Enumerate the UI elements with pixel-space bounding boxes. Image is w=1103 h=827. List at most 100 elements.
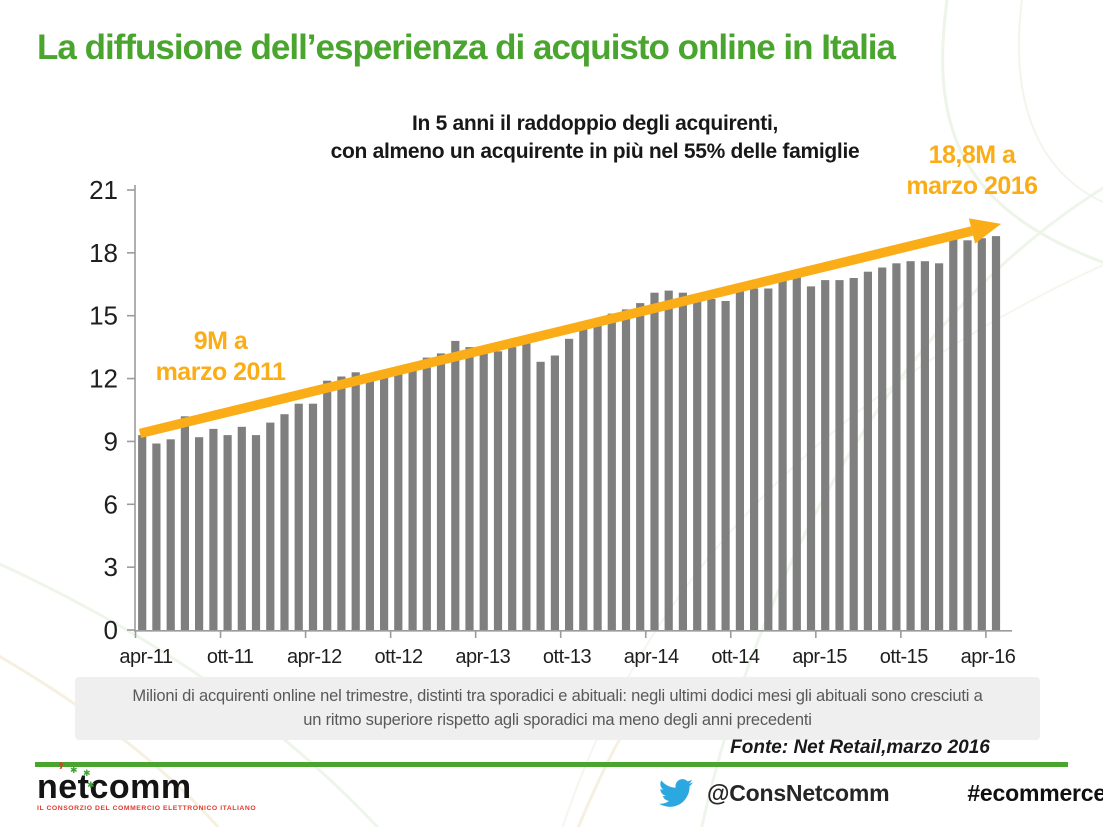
y-axis-tick-label: 18 <box>89 238 118 268</box>
x-axis-tick-label: ott-14 <box>711 646 760 668</box>
bar-set-12 <box>380 374 389 630</box>
x-axis-tick-label: apr-12 <box>287 646 342 668</box>
bar-giu-15 <box>849 278 858 630</box>
x-axis-tick-label: ott-15 <box>880 646 929 668</box>
bar-ott-14 <box>735 290 744 630</box>
source-note: Fonte: Net Retail,marzo 2016 <box>730 737 990 758</box>
logo-star-icon <box>87 780 95 791</box>
bar-nov-13 <box>579 328 588 630</box>
footer-divider-line <box>35 762 1068 767</box>
bar-gen-16 <box>949 238 958 630</box>
bar-nov-12 <box>408 370 417 630</box>
chart-caption-line1: Milioni di acquirenti online nel trimest… <box>132 687 983 705</box>
bar-gen-13 <box>436 353 446 630</box>
bar-giu-12 <box>337 376 346 630</box>
logo-star-icon <box>70 765 78 776</box>
bar-mar-15 <box>806 286 816 630</box>
netcomm-logo-tagline: IL CONSORZIO DEL COMMERCIO ELETTRONICO I… <box>37 805 257 812</box>
x-axis-tick-label: apr-16 <box>961 646 1016 668</box>
trend-arrow-shaft <box>138 226 974 439</box>
bar-feb-15 <box>792 275 801 630</box>
bar-dic-12 <box>422 357 431 630</box>
logo-accent-mark-icon <box>58 758 64 784</box>
bar-ago-11 <box>195 437 204 630</box>
bar-ago-12 <box>365 374 374 630</box>
x-axis-tick-label: apr-11 <box>119 646 173 668</box>
bar-ott-13 <box>565 338 574 630</box>
bar-ott-15 <box>906 261 915 630</box>
x-axis-tick-label: apr-13 <box>455 646 510 668</box>
bar-nov-14 <box>750 288 759 630</box>
bar-giu-11 <box>166 439 175 630</box>
twitter-icon <box>659 779 694 807</box>
bar-lug-13 <box>522 343 531 630</box>
bar-mag-13 <box>493 351 503 630</box>
y-axis-tick-label: 9 <box>104 426 118 456</box>
annotation-end-line1: 18,8M a <box>928 141 1016 169</box>
bar-lug-14 <box>693 299 702 630</box>
x-axis-tick-label: ott-11 <box>207 646 254 668</box>
bar-mar-14 <box>636 303 645 630</box>
bar-set-13 <box>550 355 559 630</box>
footer-social-row: @ConsNetcomm #ecommerceforum <box>655 776 1103 810</box>
bar-lug-15 <box>863 271 872 630</box>
bar-set-15 <box>892 263 901 630</box>
bar-dic-15 <box>935 263 944 630</box>
bar-mar-12 <box>294 403 303 630</box>
bar-giu-13 <box>508 347 517 630</box>
bar-apr-12 <box>308 403 318 630</box>
bar-ago-14 <box>707 299 716 630</box>
netcomm-logo: netcomm IL CONSORZIO DEL COMMERCIO ELETT… <box>37 770 256 812</box>
bar-apr-13 <box>479 351 488 630</box>
bar-set-14 <box>721 301 730 630</box>
y-axis-tick-label: 0 <box>104 615 118 645</box>
bar-ago-13 <box>536 361 545 630</box>
bar-ott-11 <box>223 435 232 630</box>
y-axis-tick-label: 12 <box>89 364 118 394</box>
bar-ott-12 <box>394 372 403 630</box>
bar-mar-16 <box>977 238 986 630</box>
bar-feb-13 <box>451 340 460 630</box>
bar-gen-12 <box>266 422 275 630</box>
y-axis-tick-label: 21 <box>89 175 118 205</box>
logo-star-icon <box>83 768 91 779</box>
bar-nov-15 <box>920 261 929 630</box>
trend-arrow-head <box>968 218 1002 244</box>
bar-apr-15 <box>821 280 830 630</box>
bar-mag-14 <box>664 290 673 630</box>
bar-nov-11 <box>237 426 246 630</box>
bar-lug-11 <box>180 416 189 630</box>
bar-feb-14 <box>621 309 631 630</box>
bar-mag-15 <box>835 280 844 630</box>
annotation-start-line2: marzo 2011 <box>155 358 286 386</box>
bar-dic-11 <box>251 435 261 630</box>
annotation-end-line2: marzo 2016 <box>906 172 1038 200</box>
event-hashtag: #ecommerceforum <box>967 779 1103 806</box>
bar-mag-11 <box>152 443 161 630</box>
y-axis-tick-label: 15 <box>89 301 118 331</box>
bar-gen-15 <box>778 273 787 630</box>
x-axis-tick-label: apr-15 <box>792 646 847 668</box>
chart-caption: Milioni di acquirenti online nel trimest… <box>75 677 1040 740</box>
bar-dic-14 <box>764 288 773 630</box>
chart-subtitle-line1: In 5 anni il raddoppio degli acquirenti, <box>411 112 779 135</box>
twitter-handle: @ConsNetcomm <box>707 779 890 806</box>
bar-feb-12 <box>280 414 289 630</box>
bar-apr-11 <box>138 435 147 630</box>
bar-ago-15 <box>878 267 887 630</box>
bar-apr-14 <box>650 292 659 630</box>
y-axis-tick-label: 3 <box>104 552 118 582</box>
bar-feb-16 <box>963 240 972 631</box>
bar-gen-14 <box>607 313 616 630</box>
chart-subtitle: In 5 anni il raddoppio degli acquirenti,… <box>95 110 1095 166</box>
x-axis-tick-label: apr-14 <box>624 646 679 668</box>
bar-lug-12 <box>351 372 360 630</box>
x-axis-tick-label: ott-13 <box>543 646 592 668</box>
chart-subtitle-line2: con almeno un acquirente in più nel 55% … <box>330 140 860 163</box>
bar-apr-16 <box>991 236 1001 630</box>
bar-giu-14 <box>678 292 687 630</box>
annotation-start-9m: 9M a marzo 2011 <box>148 326 293 388</box>
bar-dic-13 <box>593 319 602 630</box>
annotation-start-line1: 9M a <box>193 327 248 355</box>
